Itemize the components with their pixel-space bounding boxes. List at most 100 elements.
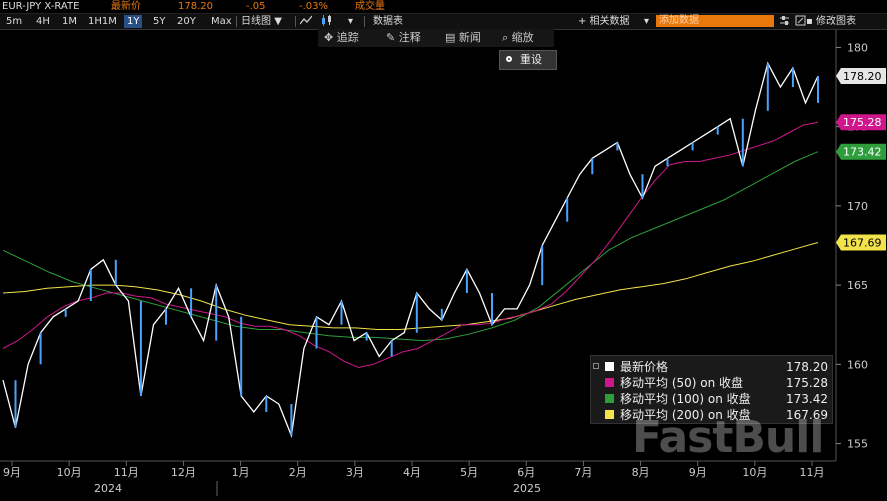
legend-swatch — [605, 394, 614, 403]
last-price-label: 最新价 — [111, 1, 141, 12]
candlestick-icon[interactable] — [318, 15, 336, 28]
news-label: 新闻 — [458, 31, 481, 44]
reset-icon — [506, 56, 512, 62]
legend-item-ma50[interactable]: 移动平均 (50) on 收盘 175.28 — [591, 375, 834, 391]
price-label-box — [836, 67, 886, 84]
settings-icon[interactable] — [776, 15, 793, 28]
range-20y-button[interactable]: 20Y — [177, 16, 196, 27]
x-tick-label: 7月 — [574, 466, 592, 479]
y-tick-label: 155 — [847, 438, 868, 451]
legend-value: 175.28 — [786, 376, 828, 390]
zoom-button[interactable]: ⌕ 缩放 — [502, 29, 534, 47]
price-label-text: 173.42 — [843, 146, 882, 159]
data-table-button[interactable]: 数据表 — [373, 16, 403, 27]
chart-legend: 最新价格 178.20 移动平均 (50) on 收盘 175.28 移动平均 … — [590, 355, 833, 424]
divider — [364, 16, 365, 27]
reset-label: 重设 — [520, 53, 542, 66]
track-button[interactable]: ✥ 追踪 — [324, 29, 359, 47]
x-tick-label: 10月 — [742, 466, 767, 479]
legend-name: 移动平均 (100) on 收盘 — [620, 392, 751, 406]
divider — [236, 16, 237, 27]
range-5y-button[interactable]: 5Y — [153, 16, 166, 27]
zoom-label: 缩放 — [511, 31, 534, 44]
x-year-label: 2024 — [94, 482, 122, 495]
range-max-button[interactable]: Max — [211, 16, 232, 27]
price-label-box — [836, 234, 886, 251]
legend-item-ma100[interactable]: 移动平均 (100) on 收盘 173.42 — [591, 391, 834, 407]
y-tick-label: 170 — [847, 200, 868, 213]
x-tick-label: 4月 — [403, 466, 421, 479]
x-tick-label: 5月 — [460, 466, 478, 479]
x-tick-label: 3月 — [346, 466, 364, 479]
x-tick-label: 11月 — [800, 466, 825, 479]
x-year-label: 2025 — [513, 482, 541, 495]
news-button[interactable]: ▤ 新闻 — [445, 29, 481, 47]
price-label-text: 178.20 — [843, 70, 882, 83]
pencil-icon: ✎ — [386, 31, 399, 44]
crosshair-icon: ✥ — [324, 31, 337, 44]
legend-value: 167.69 — [786, 408, 828, 422]
toolbar: 5m 4H 1M 1H1M 1Y 5Y 20Y Max 日线图 ▼ ▾ 数据表 … — [0, 13, 887, 30]
legend-name: 移动平均 (50) on 收盘 — [620, 376, 744, 390]
range-1m-button[interactable]: 1M — [62, 16, 77, 27]
chart-type-dropdown[interactable]: 日线图 ▼ — [238, 15, 285, 28]
ma100-line — [2, 151, 819, 342]
x-tick-label: 11月 — [114, 466, 139, 479]
edit-chart-label: 修改图表 — [815, 16, 856, 27]
range-1y-button[interactable]: 1Y — [124, 15, 143, 28]
line-style-icon[interactable] — [297, 15, 315, 28]
range-1h1m-button[interactable]: 1H1M — [88, 16, 117, 27]
legend-swatch — [605, 378, 614, 387]
fastbull-watermark: FastBull — [632, 412, 824, 463]
last-price-value: 178.20 — [178, 1, 213, 12]
add-data-input[interactable]: 添加数据 — [656, 15, 774, 27]
edit-icon: ▪ — [806, 16, 816, 27]
x-tick-label: 1月 — [232, 466, 250, 479]
chart-tools-bar: ✥ 追踪 ✎ 注释 ▤ 新闻 ⌕ 缩放 — [318, 29, 554, 47]
x-tick-label: 9月 — [3, 466, 21, 479]
volume-label: 成交量 — [355, 1, 385, 12]
y-tick-label: 160 — [847, 358, 868, 371]
price-label-box — [836, 114, 886, 131]
legend-item-last-price[interactable]: 最新价格 178.20 — [591, 359, 834, 375]
checkbox[interactable] — [593, 363, 599, 369]
track-label: 追踪 — [336, 31, 359, 44]
x-tick-label: 12月 — [171, 466, 196, 479]
chevron-down-icon: ▼ — [274, 16, 282, 27]
symbol-label: EUR-JPY X-RATE — [2, 1, 80, 12]
tools-icon[interactable] — [792, 15, 809, 28]
reset-button[interactable]: 重设 — [499, 50, 557, 70]
quote-header: EUR-JPY X-RATE 最新价 178.20 -.05 -.03% 成交量 — [0, 0, 887, 13]
legend-value: 173.42 — [786, 392, 828, 406]
change-percent: -.03% — [299, 1, 329, 12]
related-data-button[interactable]: + 相关数据 — [578, 16, 630, 27]
x-tick-label: 9月 — [689, 466, 707, 479]
annotate-button[interactable]: ✎ 注释 — [386, 29, 421, 47]
price-label-text: 175.28 — [843, 116, 882, 129]
y-tick-label: 180 — [847, 41, 868, 54]
legend-swatch — [605, 362, 614, 371]
edit-chart-button[interactable]: ▪ 修改图表 — [803, 15, 859, 28]
change-value: -.05 — [246, 1, 266, 12]
legend-value: 178.20 — [786, 360, 828, 374]
x-tick-label: 10月 — [57, 466, 82, 479]
legend-item-ma200[interactable]: 移动平均 (200) on 收盘 167.69 — [591, 407, 834, 423]
ma200-line — [2, 242, 819, 330]
x-tick-label: 8月 — [632, 466, 650, 479]
price-line — [2, 61, 819, 439]
chart-type-label: 日线图 — [241, 16, 271, 27]
annotate-label: 注释 — [398, 31, 421, 44]
chevron-down-icon[interactable]: ▾ — [348, 16, 354, 27]
x-tick-label: 6月 — [517, 466, 535, 479]
ma50-line — [2, 121, 819, 369]
price-label-text: 167.69 — [843, 236, 882, 249]
price-label-box — [836, 143, 886, 160]
range-4h-button[interactable]: 4H — [36, 16, 50, 27]
chevron-down-icon[interactable]: ▾ — [644, 16, 650, 27]
news-icon: ▤ — [445, 31, 459, 44]
range-5m-button[interactable]: 5m — [6, 16, 23, 27]
legend-swatch — [605, 410, 614, 419]
legend-name: 最新价格 — [620, 360, 669, 374]
legend-name: 移动平均 (200) on 收盘 — [620, 408, 751, 422]
